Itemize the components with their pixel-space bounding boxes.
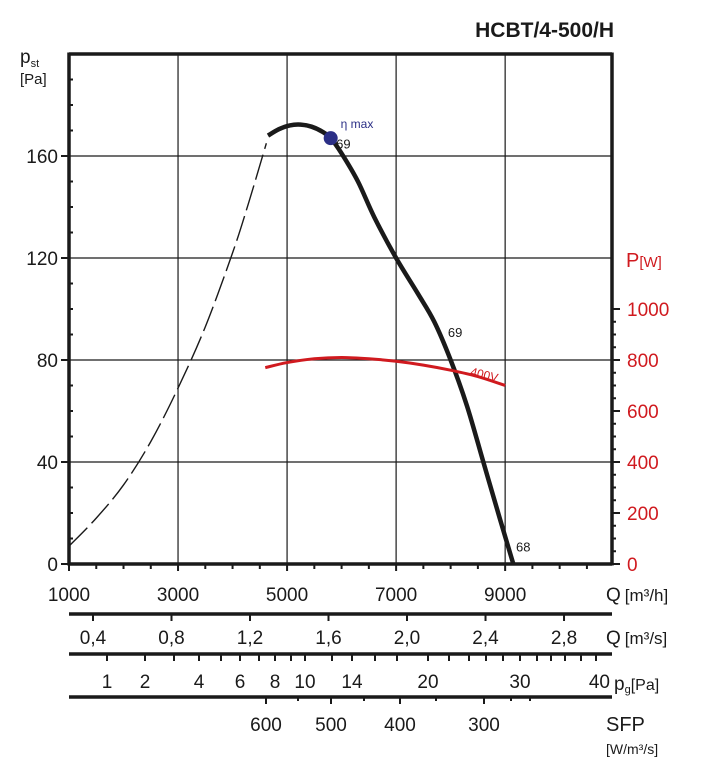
q-m3s-tick-label: 0,8: [158, 628, 184, 649]
sfp-tick-label: 400: [384, 715, 416, 736]
y-left-tick-label: 0: [47, 555, 58, 576]
tick-labels: 1000 3000 5000 7000 900004080120160020040060…: [26, 147, 669, 736]
x-tick-label: 5000: [266, 585, 308, 606]
series-power-curve: [264, 355, 506, 387]
y-left-tick-label: 40: [37, 453, 58, 474]
pg-tick-label: 2: [140, 672, 151, 693]
pg-tick-label: 30: [509, 672, 530, 693]
y-left-tick-label: 160: [26, 147, 58, 168]
x-tick-label: 3000: [157, 585, 199, 606]
x-tick-label: 1000: [48, 585, 90, 606]
y-right-tick-label: 200: [627, 504, 659, 525]
q-m3s-tick-label: 1,6: [315, 628, 341, 649]
efficiency-label: 69: [336, 136, 350, 151]
x-tick-label: 7000: [375, 585, 417, 606]
sfp-tick-label: 600: [250, 715, 282, 736]
y-left-axis-label: pst: [20, 47, 39, 70]
pg-scale-label: pg[Pa]: [614, 674, 659, 696]
q-m3s-tick-label: 0,4: [80, 628, 107, 649]
pg-tick-label: 8: [270, 672, 281, 693]
chart-title: HCBT/4-500/H: [475, 19, 614, 42]
q-m3s-tick-label: 2,8: [551, 628, 577, 649]
y-left-tick-label: 120: [26, 249, 58, 270]
x-axis-label: Q [m³/h]: [606, 585, 668, 606]
efficiency-label: 69: [448, 325, 462, 340]
sfp-tick-label: 300: [468, 715, 500, 736]
series-system-curve: [68, 143, 268, 547]
efficiency-label: 68: [516, 539, 530, 554]
sfp-scale-label: SFP: [606, 714, 645, 736]
series-fan-curve: [266, 122, 516, 565]
y-right-tick-label: 1000: [627, 300, 669, 321]
voltage-label: 400V: [469, 365, 500, 385]
pg-tick-label: 1: [102, 672, 113, 693]
axis-ticks: [61, 53, 620, 704]
y-right-tick-label: 400: [627, 453, 659, 474]
pg-tick-label: 6: [235, 672, 246, 693]
sfp-scale-unit: [W/m³/s]: [606, 741, 658, 757]
y-right-tick-label: 600: [627, 402, 659, 423]
pg-tick-label: 4: [194, 672, 205, 693]
y-right-tick-label: 0: [627, 555, 638, 576]
q-m3s-scale-label: Q [m³/s]: [606, 628, 667, 649]
q-m3s-tick-label: 1,2: [237, 628, 263, 649]
sfp-tick-label: 500: [315, 715, 347, 736]
y-left-tick-label: 80: [37, 351, 58, 372]
q-m3s-tick-label: 2,4: [472, 628, 499, 649]
pg-tick-label: 10: [294, 672, 315, 693]
pg-tick-label: 40: [589, 672, 610, 693]
x-tick-label: 9000: [484, 585, 526, 606]
plot-frame: [67, 52, 614, 566]
pg-tick-label: 14: [341, 672, 363, 693]
eta-max-label: η max: [341, 117, 374, 131]
y-right-tick-label: 800: [627, 351, 659, 372]
y-right-axis-label: P[W]: [626, 250, 662, 272]
grid: [69, 54, 612, 564]
q-m3s-tick-label: 2,0: [394, 628, 420, 649]
pg-tick-label: 20: [417, 672, 438, 693]
eta-max-marker: [323, 131, 338, 146]
y-left-axis-unit: [Pa]: [20, 71, 47, 88]
curves: η max 69 69 68 400V: [68, 117, 531, 565]
